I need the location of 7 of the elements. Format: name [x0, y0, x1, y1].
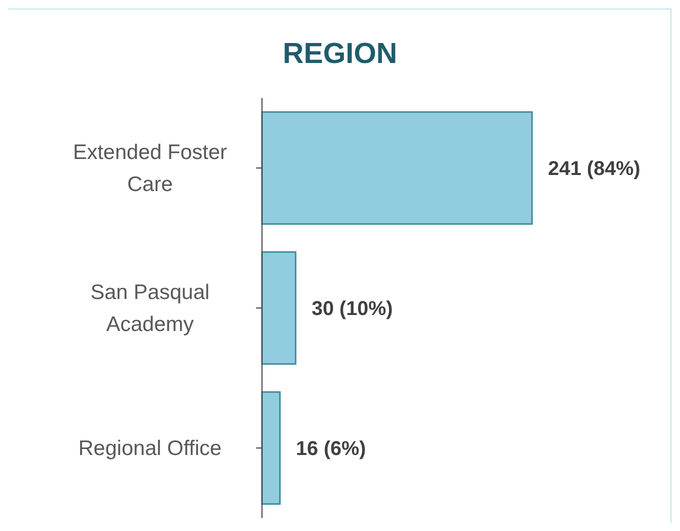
chart-title: REGION	[282, 38, 398, 71]
y-tick-label: San Pasqual Academy	[90, 280, 210, 336]
y-tick-label: Extended Foster Care	[72, 140, 228, 196]
data-label: 30 (10%)	[312, 298, 393, 320]
data-label: 16 (6%)	[296, 438, 366, 460]
data-label: 241 (84%)	[548, 158, 640, 180]
y-tick-label: Regional Office	[78, 436, 222, 460]
